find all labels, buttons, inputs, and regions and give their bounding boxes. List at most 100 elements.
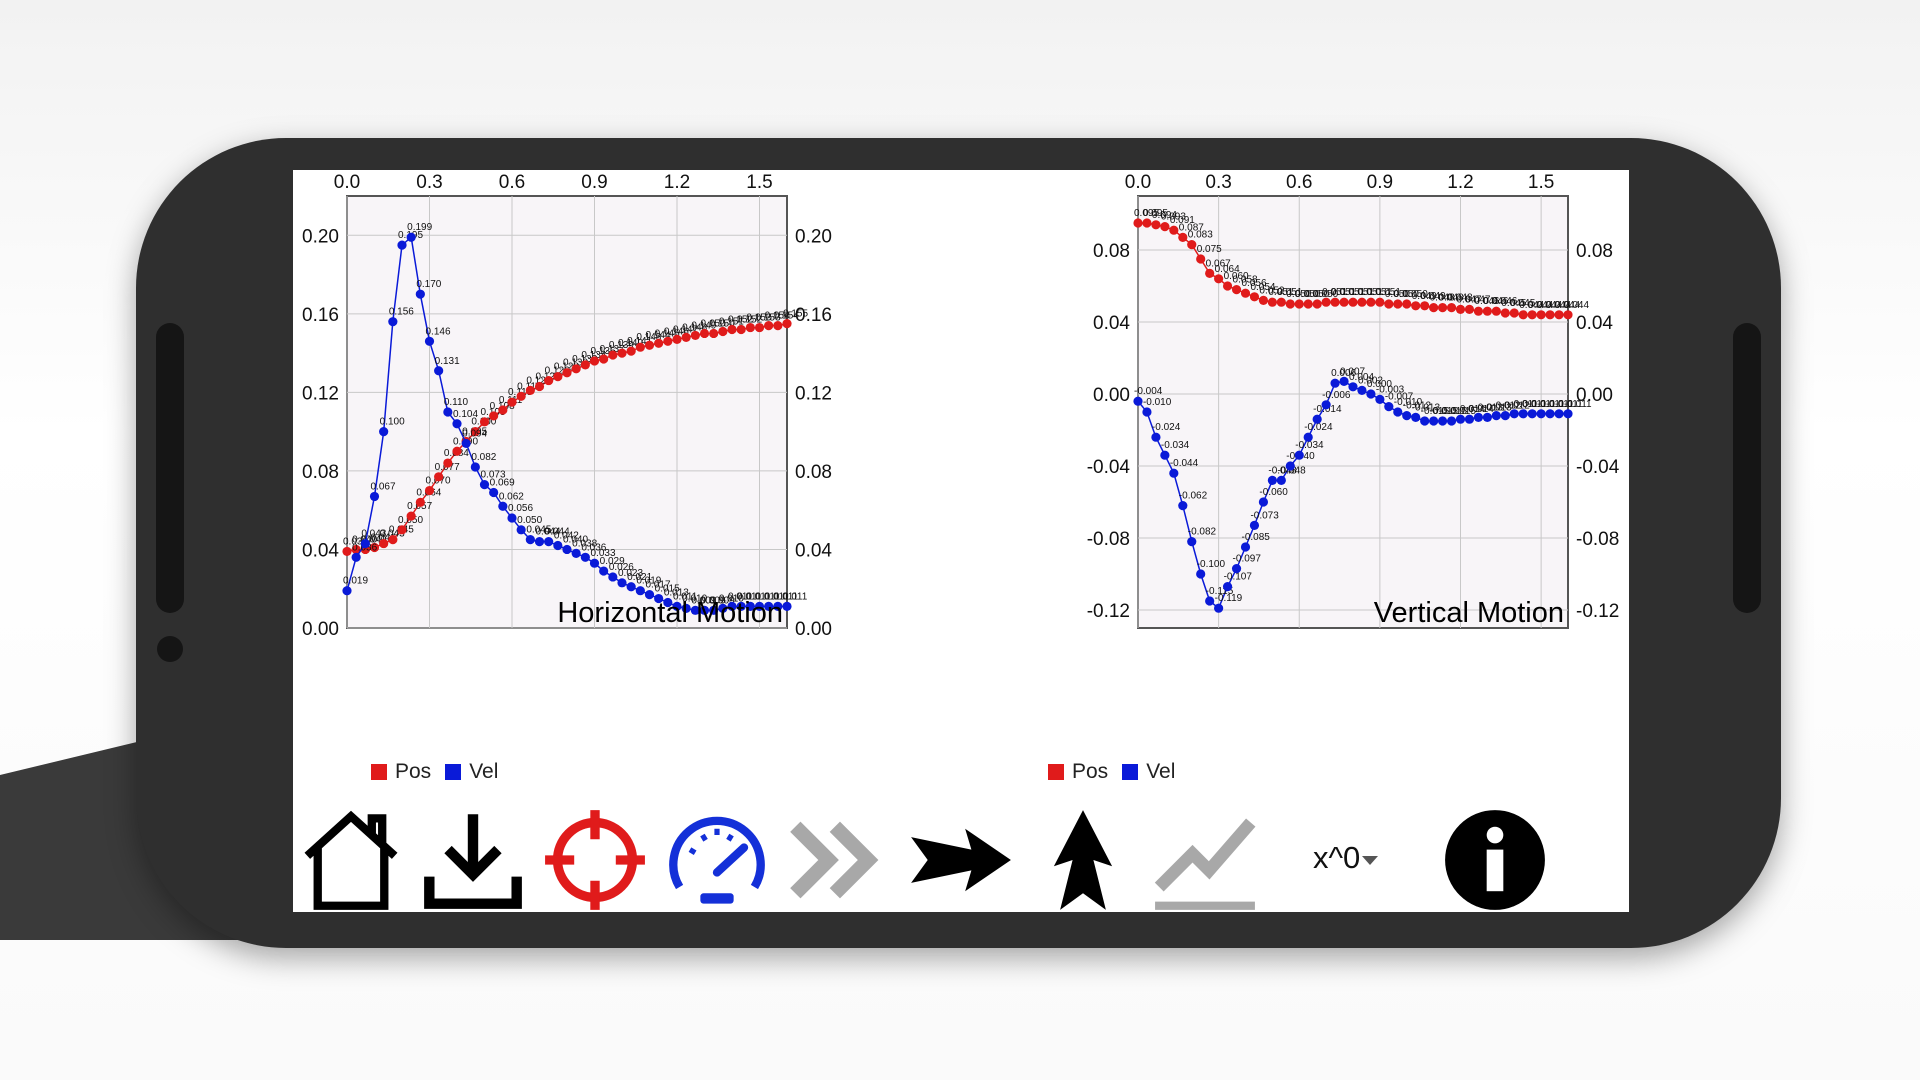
app-screen: 0.0 0.3 0.6 0.9 1.2 1.5 0.00 0.00 0.04 0.04 0.08 0.… — [293, 170, 1629, 912]
vel-data-label: -0.015 — [1430, 406, 1459, 417]
vel-point — [1267, 475, 1277, 485]
pos-point — [1446, 303, 1457, 313]
vel-point — [1303, 432, 1313, 442]
vel-data-label: 0.199 — [407, 222, 432, 233]
vel-point — [388, 317, 398, 327]
vel-point — [1196, 569, 1206, 579]
vel-point — [379, 427, 389, 437]
vel-data-label: -0.010 — [1143, 397, 1172, 408]
y-tick-label-right: -0.12 — [1576, 601, 1619, 622]
y-tick-label-left: 0.00 — [302, 619, 339, 640]
pos-point — [1384, 299, 1394, 309]
vel-point — [479, 480, 490, 490]
vel-data-label: -0.048 — [1268, 465, 1297, 476]
vel-point — [397, 240, 407, 250]
vel-data-label: 0.104 — [453, 409, 478, 420]
download-button[interactable] — [421, 808, 525, 912]
target-button[interactable] — [543, 808, 647, 912]
pos-data-label: 0.051 — [1367, 287, 1392, 298]
trend-button[interactable] — [1153, 808, 1257, 912]
vel-data-label: 0.029 — [600, 556, 625, 567]
pos-data-label: 0.136 — [591, 346, 616, 357]
vel-point — [1276, 475, 1286, 485]
vel-point — [1133, 396, 1143, 406]
vel-point — [635, 586, 645, 596]
vel-data-label: 0.009 — [691, 595, 716, 606]
vel-point — [1222, 582, 1233, 592]
vel-point — [672, 601, 682, 611]
vel-point — [1563, 409, 1573, 419]
vel-data-label: -0.014 — [1313, 404, 1342, 415]
vel-data-label: 0.011 — [737, 591, 762, 602]
vel-data-label: 0.010 — [719, 593, 744, 604]
pos-data-label: 0.044 — [1528, 300, 1553, 311]
vel-data-label: 0.094 — [462, 428, 487, 439]
pos-data-label: 0.044 — [1537, 300, 1562, 311]
pos-point — [1455, 304, 1466, 314]
arrow-right-icon — [911, 828, 1011, 892]
pos-point — [1357, 297, 1367, 307]
vel-data-label: -0.085 — [1242, 532, 1271, 543]
vel-point — [351, 552, 361, 562]
pos-point — [1205, 268, 1215, 278]
vertical-motion-chart: 0.0 0.3 0.6 0.9 1.2 1.5 -0.12 -0.12 -0.08 -0.08 -0… — [953, 170, 1629, 760]
y-tick-label-left: 0.04 — [1093, 313, 1130, 334]
vel-point — [589, 558, 600, 568]
legend-vel-label: Vel — [1146, 760, 1176, 783]
info-button[interactable] — [1443, 808, 1547, 912]
home-icon — [304, 810, 398, 910]
pos-data-label: 0.039 — [343, 536, 368, 547]
vel-point — [434, 366, 444, 376]
vel-point — [1187, 537, 1197, 547]
pos-point — [1473, 306, 1484, 316]
y-tick-label-right: 0.00 — [795, 619, 832, 640]
pos-point — [1294, 299, 1304, 309]
pos-point — [525, 385, 535, 395]
pos-point — [1464, 304, 1475, 314]
pos-data-label: 0.093 — [1161, 212, 1186, 223]
pos-point — [736, 324, 746, 335]
pos-data-label: 0.095 — [1134, 208, 1159, 219]
vel-data-label: 0.073 — [481, 470, 506, 481]
vel-data-label: 0.019 — [636, 576, 661, 587]
vel-point — [1554, 409, 1564, 419]
vel-point — [1393, 407, 1403, 417]
vel-data-label: -0.044 — [1170, 458, 1199, 469]
vel-data-label: -0.012 — [1501, 401, 1530, 412]
pos-data-label: 0.044 — [1555, 300, 1580, 311]
y-tick-label-left: 0.16 — [302, 305, 339, 326]
pos-point — [544, 375, 554, 386]
pos-data-label: 0.139 — [609, 340, 634, 351]
pos-point — [1348, 297, 1358, 307]
speedometer-button[interactable] — [665, 808, 769, 912]
vel-data-label: -0.012 — [1492, 401, 1521, 412]
vertical-arrow-button[interactable] — [1031, 808, 1135, 912]
exponent-select[interactable]: x^0 — [1313, 840, 1379, 876]
vel-point — [424, 336, 435, 346]
pos-data-label: 0.046 — [1483, 296, 1508, 307]
vel-point — [617, 578, 627, 588]
y-tick-label-left: 0.12 — [302, 383, 339, 404]
fast-forward-button[interactable] — [787, 808, 891, 912]
vel-data-label: -0.107 — [1224, 572, 1253, 583]
pos-data-label: 0.051 — [1340, 287, 1365, 298]
pos-data-label: 0.050 — [1295, 289, 1320, 300]
vel-point — [1169, 468, 1179, 478]
home-button[interactable] — [299, 808, 403, 912]
pos-point — [1178, 232, 1188, 242]
pos-point — [718, 326, 728, 337]
vel-data-label: -0.003 — [1376, 384, 1405, 395]
vel-point — [681, 603, 691, 613]
vel-point — [360, 538, 370, 549]
y-tick-label-left: -0.12 — [1087, 601, 1130, 622]
y-tick-label-left: 0.08 — [1093, 241, 1130, 262]
pos-point — [644, 340, 655, 350]
horizontal-arrow-button[interactable] — [909, 808, 1013, 912]
chart-title: Horizontal Motion — [557, 597, 783, 629]
pos-point — [635, 342, 645, 352]
pos-point — [727, 324, 737, 335]
pos-data-label: 0.132 — [572, 354, 597, 365]
vel-point — [608, 572, 618, 582]
pos-data-label: 0.047 — [1465, 294, 1490, 305]
pos-point — [1142, 218, 1152, 228]
